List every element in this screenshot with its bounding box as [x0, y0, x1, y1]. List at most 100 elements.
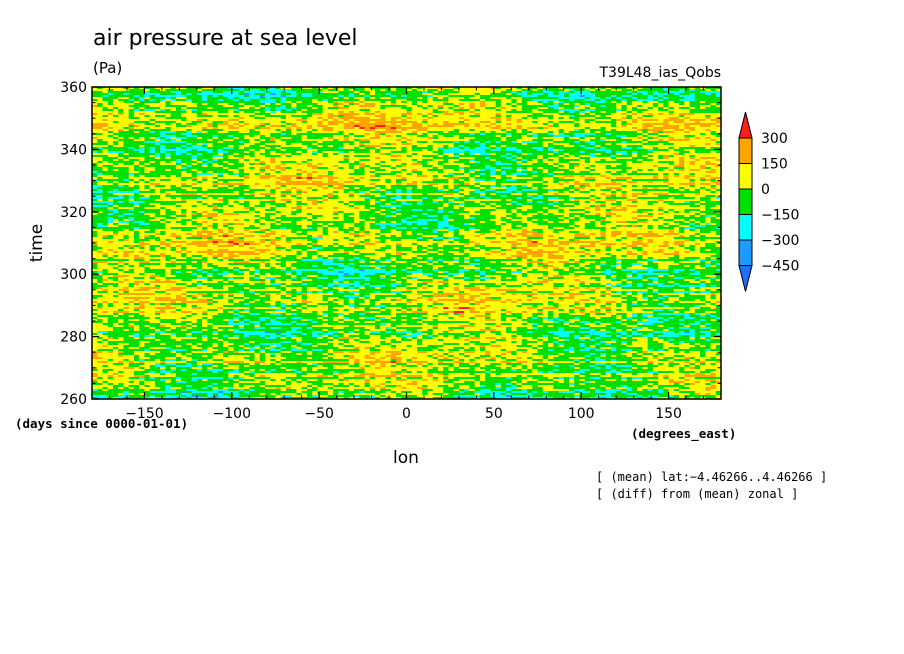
- heatmap-cell: [212, 177, 219, 180]
- heatmap-cell: [233, 205, 245, 208]
- heatmap-cell: [348, 239, 355, 242]
- heatmap-cell: [715, 241, 722, 244]
- heatmap-cell: [181, 163, 187, 166]
- heatmap-cell: [322, 141, 355, 144]
- heatmap-cell: [348, 155, 355, 158]
- heatmap-cell: [558, 191, 565, 194]
- heatmap-cell: [123, 239, 130, 242]
- heatmap-cell: [375, 151, 381, 154]
- heatmap-cell: [238, 89, 245, 92]
- heatmap-cell: [338, 211, 344, 214]
- heatmap-cell: [123, 151, 140, 154]
- heatmap-cell: [259, 145, 266, 148]
- heatmap-cell: [270, 215, 282, 218]
- heatmap-cell: [333, 175, 371, 178]
- heatmap-cell: [144, 195, 151, 198]
- heatmap-cell: [175, 139, 182, 142]
- heatmap-cell: [443, 147, 449, 150]
- heatmap-cell: [605, 233, 612, 236]
- heatmap-cell: [364, 239, 371, 242]
- heatmap-cell: [527, 91, 544, 94]
- heatmap-cell: [500, 145, 507, 148]
- heatmap-cell: [322, 87, 329, 90]
- heatmap-cell: [92, 143, 109, 146]
- heatmap-cell: [700, 165, 706, 168]
- heatmap-cell: [280, 145, 308, 148]
- heatmap-cell: [249, 135, 255, 138]
- heatmap-cell: [548, 125, 554, 128]
- heatmap-cell: [610, 177, 617, 180]
- heatmap-cell: [144, 185, 151, 188]
- heatmap-cell: [558, 121, 575, 124]
- heatmap-cell: [600, 189, 612, 192]
- heatmap-cell: [626, 221, 638, 224]
- heatmap-cell: [642, 169, 649, 172]
- heatmap-cell: [595, 141, 622, 144]
- heatmap-cell: [238, 109, 266, 112]
- heatmap-cell: [443, 97, 449, 100]
- heatmap-cell: [658, 209, 664, 212]
- heatmap-cell: [112, 89, 130, 92]
- heatmap-cell: [249, 175, 261, 178]
- heatmap-cell: [149, 223, 166, 226]
- heatmap-cell: [453, 125, 465, 128]
- heatmap-cell: [133, 205, 140, 208]
- heatmap-cell: [605, 239, 617, 242]
- heatmap-cell: [448, 215, 465, 218]
- heatmap-cell: [600, 175, 607, 178]
- heatmap-cell: [181, 107, 187, 110]
- heatmap-cell: [516, 105, 523, 108]
- heatmap-cell: [128, 125, 135, 128]
- heatmap-cell: [112, 237, 124, 240]
- heatmap-cell: [652, 215, 675, 218]
- heatmap-cell: [275, 213, 292, 216]
- heatmap-cell: [616, 107, 622, 110]
- heatmap-cell: [542, 181, 549, 184]
- heatmap-cell: [369, 179, 381, 182]
- heatmap-cell: [621, 107, 628, 110]
- heatmap-cell: [228, 145, 234, 148]
- heatmap-cell: [490, 241, 502, 244]
- heatmap-cell: [458, 237, 465, 240]
- heatmap-cell: [637, 205, 690, 208]
- heatmap-cell: [448, 145, 455, 148]
- heatmap-cell: [212, 209, 224, 212]
- heatmap-cell: [254, 111, 261, 114]
- heatmap-cell: [191, 219, 213, 222]
- heatmap-cell: [317, 99, 324, 102]
- heatmap-cell: [532, 121, 538, 124]
- heatmap-cell: [521, 107, 538, 110]
- heatmap-cell: [589, 129, 607, 132]
- heatmap-cell: [291, 167, 313, 170]
- heatmap-cell: [154, 229, 182, 232]
- heatmap-cell: [595, 149, 612, 152]
- heatmap-cell: [432, 105, 439, 108]
- heatmap-cell: [390, 89, 397, 92]
- heatmap-cell: [223, 99, 234, 102]
- heatmap-cell: [568, 231, 580, 234]
- heatmap-cell: [595, 101, 607, 104]
- heatmap-cell: [605, 245, 612, 248]
- heatmap-cell: [196, 157, 213, 160]
- heatmap-cell: [396, 225, 439, 228]
- heatmap-cell: [437, 89, 444, 92]
- heatmap-cell: [453, 235, 465, 238]
- heatmap-cell: [238, 141, 245, 144]
- heatmap-cell: [474, 185, 481, 188]
- heatmap-cell: [568, 115, 575, 118]
- heatmap-cell: [118, 121, 135, 124]
- heatmap-cell: [448, 97, 465, 100]
- heatmap-cell: [485, 187, 491, 190]
- heatmap-cell: [516, 101, 523, 104]
- heatmap-cell: [212, 87, 229, 90]
- heatmap-cell: [112, 235, 124, 238]
- heatmap-cell: [165, 209, 172, 212]
- heatmap-cell: [280, 171, 303, 174]
- heatmap-cell: [589, 171, 607, 174]
- heatmap-cell: [427, 223, 439, 226]
- heatmap-cell: [322, 207, 334, 210]
- heatmap-cell: [422, 227, 428, 230]
- heatmap-cell: [568, 161, 586, 164]
- heatmap-cell: [333, 187, 344, 190]
- heatmap-cell: [448, 217, 465, 220]
